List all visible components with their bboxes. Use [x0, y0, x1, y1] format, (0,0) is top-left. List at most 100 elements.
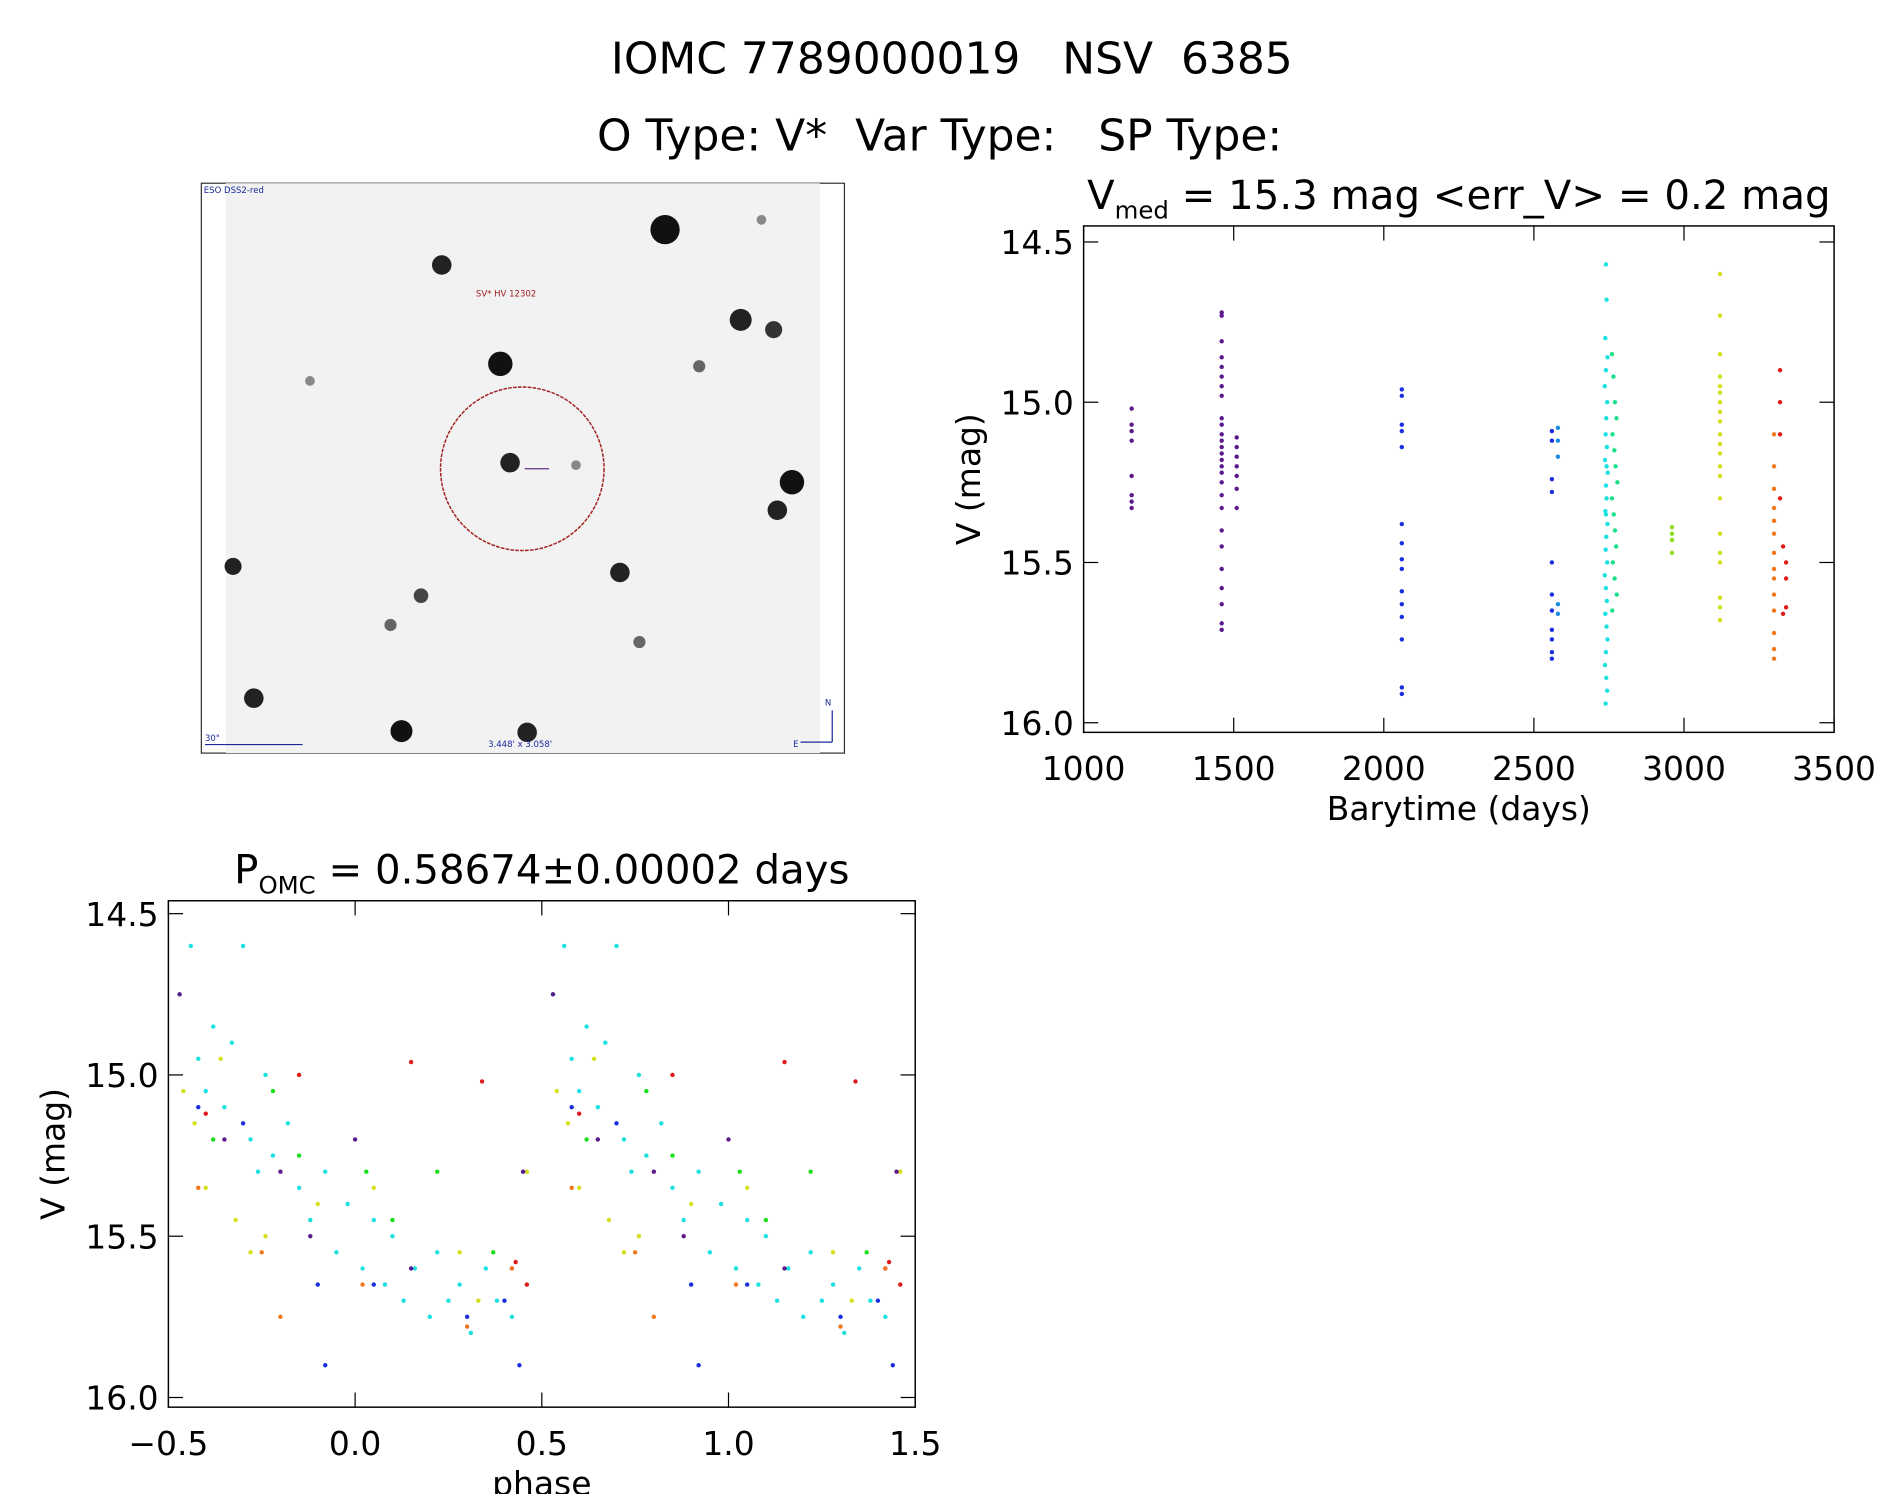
data-point: [1219, 566, 1224, 572]
data-point: [1603, 512, 1609, 517]
data-point: [278, 1314, 283, 1320]
data-point: [263, 1072, 268, 1078]
data-point: [1777, 432, 1783, 437]
data-point: [1219, 480, 1224, 485]
data-point: [632, 1250, 638, 1255]
data-point: [1612, 576, 1617, 581]
x-tick-label: 1.0: [702, 1424, 754, 1463]
chart-title-part: med: [1115, 196, 1169, 225]
data-point: [1612, 528, 1618, 533]
x-tick-label: 2000: [1342, 749, 1426, 788]
data-point: [270, 1153, 276, 1158]
data-point: [636, 1234, 642, 1239]
data-point: [1783, 605, 1789, 610]
y-tick-label: 14.5: [85, 895, 158, 934]
data-point: [1549, 489, 1555, 495]
data-point: [1234, 444, 1239, 450]
data-point: [636, 1072, 642, 1078]
data-point: [800, 1314, 806, 1320]
data-point: [1549, 438, 1555, 443]
data-point: [707, 1250, 713, 1255]
data-point: [651, 1169, 657, 1174]
y-tick-label: 16.0: [1001, 704, 1074, 743]
data-point: [203, 1088, 208, 1094]
data-point: [1610, 432, 1615, 437]
data-point: [427, 1314, 432, 1320]
data-point: [1771, 550, 1777, 556]
data-point: [1717, 531, 1723, 536]
data-point: [1555, 611, 1561, 616]
data-point: [263, 1234, 268, 1239]
data-point: [670, 1185, 675, 1191]
data-point: [229, 1040, 235, 1045]
data-point: [890, 1363, 896, 1368]
data-point: [1717, 351, 1723, 357]
data-point: [1129, 499, 1134, 504]
data-point: [576, 1111, 582, 1116]
data-point: [1669, 525, 1675, 530]
data-point: [1771, 518, 1777, 524]
data-point: [1399, 566, 1405, 572]
data-point: [334, 1250, 339, 1255]
data-point: [192, 1121, 197, 1126]
data-point: [868, 1298, 873, 1303]
data-point: [1399, 422, 1405, 427]
data-point: [1605, 355, 1610, 360]
data-point: [1234, 473, 1239, 479]
data-point: [1717, 390, 1723, 395]
data-point: [659, 1121, 664, 1126]
data-point: [763, 1234, 769, 1239]
data-point: [1771, 630, 1777, 636]
data-point: [756, 1282, 761, 1287]
data-point: [1603, 335, 1608, 341]
data-point: [614, 943, 619, 949]
data-point: [1129, 492, 1134, 498]
chart-title-part: V: [1087, 173, 1115, 219]
data-point: [1610, 560, 1616, 565]
data-point: [718, 1201, 724, 1207]
data-point: [1612, 400, 1618, 405]
x-tick-label: 1500: [1192, 749, 1276, 788]
data-point: [1129, 505, 1134, 511]
data-point: [1129, 428, 1134, 434]
data-point: [371, 1282, 376, 1287]
data-point: [744, 1217, 750, 1223]
data-point: [491, 1250, 496, 1255]
data-point: [382, 1282, 388, 1287]
data-point: [1609, 496, 1615, 501]
data-point: [1604, 688, 1610, 693]
data-point: [315, 1282, 320, 1287]
data-point: [1602, 457, 1608, 463]
data-point: [270, 1088, 276, 1094]
data-point: [1219, 374, 1224, 379]
x-tick-label: −0.5: [128, 1424, 208, 1463]
data-point: [296, 1072, 302, 1078]
image-scale: 30": [205, 734, 220, 744]
data-point: [1604, 496, 1609, 501]
data-point: [696, 1363, 701, 1368]
data-point: [188, 943, 194, 949]
data-point: [1399, 444, 1405, 450]
data-point: [842, 1330, 847, 1336]
y-tick-label: 15.0: [1001, 383, 1074, 422]
data-point: [1604, 416, 1609, 421]
data-point: [1399, 557, 1405, 562]
data-point: [248, 1250, 253, 1255]
data-point: [1219, 621, 1224, 626]
data-point: [1717, 409, 1723, 415]
data-point: [786, 1266, 791, 1271]
data-point: [1549, 608, 1555, 613]
data-point: [1771, 608, 1777, 613]
data-point: [864, 1250, 869, 1255]
data-point: [1555, 454, 1561, 459]
data-point: [1603, 650, 1609, 655]
data-point: [808, 1169, 813, 1174]
data-point: [1219, 585, 1224, 591]
data-point: [576, 1185, 582, 1191]
data-point: [308, 1234, 313, 1239]
chart-title-part: P: [234, 848, 258, 894]
data-point: [248, 1137, 253, 1142]
data-point: [323, 1169, 328, 1174]
data-point: [1783, 560, 1789, 565]
data-point: [371, 1217, 376, 1223]
